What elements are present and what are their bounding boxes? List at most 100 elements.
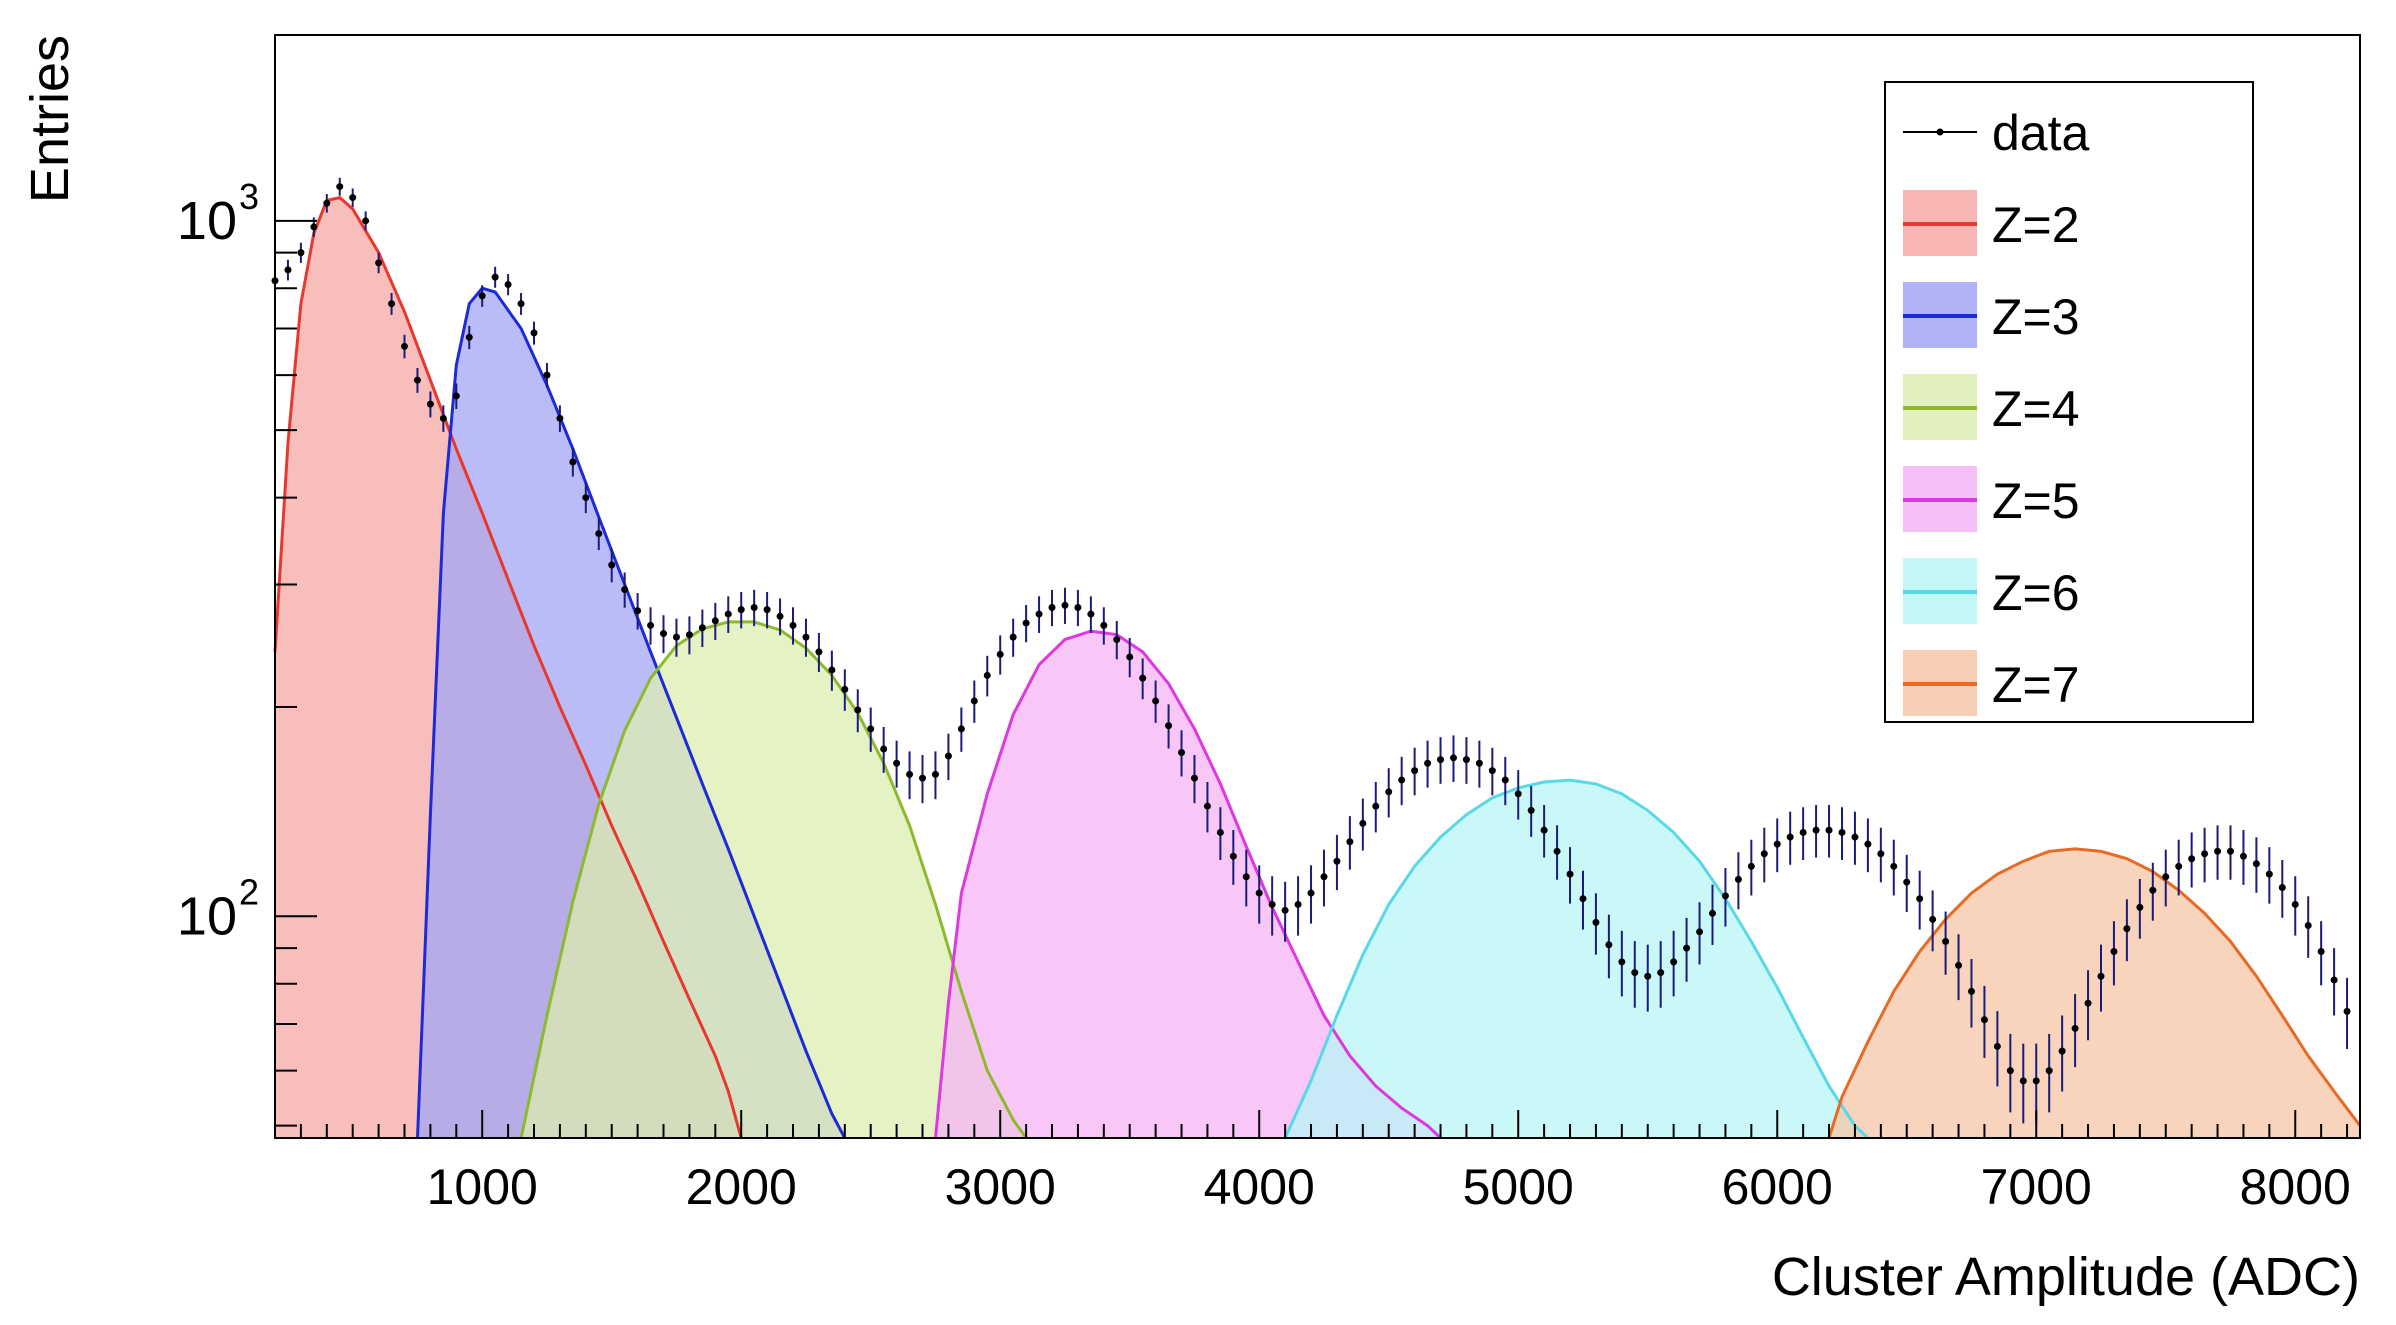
data-point [2032,1077,2040,1085]
data-point [621,586,629,594]
data-point [1890,862,1898,870]
data-point [2343,1007,2351,1015]
data-point [634,607,642,615]
data-point [957,725,965,733]
data-point [1799,828,1807,836]
data-point [543,371,551,379]
data-point [349,194,357,202]
data-point [2214,847,2222,855]
component-curve-2 [273,195,743,1139]
data-point [2304,922,2312,930]
data-point [1488,767,1496,775]
data-point [737,606,745,614]
data-point [1838,828,1846,836]
data-point [1903,878,1911,886]
data-point [854,706,862,714]
data-point [1773,840,1781,848]
data-point [931,770,939,778]
data-point [413,376,421,384]
data-point [2201,850,2209,858]
component-fill-4 [521,621,1027,1138]
data-points [271,177,2351,1124]
data-point [582,494,590,502]
data-point [1411,767,1419,775]
data-point [944,752,952,760]
data-point [2136,903,2144,911]
data-point [1851,833,1859,841]
data-point [672,633,680,641]
x-axis-label: Cluster Amplitude (ADC) [1772,1247,2360,1307]
x-axis: 1000 2000 3000 4000 5000 6000 7000 8000 [274,1110,2351,1215]
data-point [1398,776,1406,784]
legend-label: Z=3 [1992,289,2080,345]
data-point [1980,1016,1988,1024]
data-point [1566,870,1574,878]
data-point [789,621,797,629]
data-point [1670,958,1678,966]
data-point [1760,850,1768,858]
data-point [1294,900,1302,908]
data-point [828,666,836,674]
data-point [2071,1024,2079,1032]
data-point [1618,958,1626,966]
legend-label: Z=7 [1992,657,2080,713]
data-point [996,650,1004,658]
data-point [983,671,991,679]
data-point [2110,948,2118,956]
data-point [1929,915,1937,923]
data-point [1644,972,1652,980]
data-point [2162,873,2170,881]
data-point [439,414,447,422]
data-point [1203,802,1211,810]
component-fill-6 [1285,780,1868,1138]
data-point [1372,802,1380,810]
data-point [1942,937,1950,945]
data-point [1139,674,1147,682]
data-point [569,458,577,466]
x-tick-label: 5000 [1463,1159,1574,1215]
data-point [595,530,603,538]
data-point [1126,653,1134,661]
legend-label: Z=2 [1992,197,2080,253]
data-point [284,266,292,274]
data-point [2265,870,2273,878]
data-point [1747,862,1755,870]
x-tick-label: 3000 [945,1159,1056,1215]
data-point [1190,774,1198,782]
data-point [1255,889,1263,897]
data-point [452,392,460,400]
legend-data-marker [1936,128,1944,136]
data-point [1708,909,1716,917]
data-point [336,183,344,191]
data-point [2045,1067,2053,1075]
data-point [478,292,486,300]
data-point [906,770,914,778]
data-point [2317,948,2325,956]
data-point [1229,852,1237,860]
data-point [608,561,616,569]
data-point [1462,756,1470,764]
data-point [802,633,810,641]
data-point [2278,884,2286,892]
data-point [1683,944,1691,952]
legend: data Z=2 Z=3 Z=4 Z=5 Z=6 Z=7 [1884,81,2254,723]
data-point [815,648,823,656]
data-point [2188,855,2196,863]
data-point [698,624,706,632]
x-tick-label: 2000 [686,1159,797,1215]
data-point [1721,892,1729,900]
data-point [2097,972,2105,980]
legend-label: Z=5 [1992,473,2080,529]
y-tick-label: 10 [177,886,237,946]
data-point [2175,862,2183,870]
data-point [893,759,901,767]
data-point [2330,976,2338,984]
data-point [1540,826,1548,834]
data-point [841,685,849,693]
data-point [1605,941,1613,949]
data-point [1333,857,1341,865]
component-curve-7 [1827,847,2362,1139]
data-point [426,400,434,408]
data-point [880,745,888,753]
data-point [1022,619,1030,627]
